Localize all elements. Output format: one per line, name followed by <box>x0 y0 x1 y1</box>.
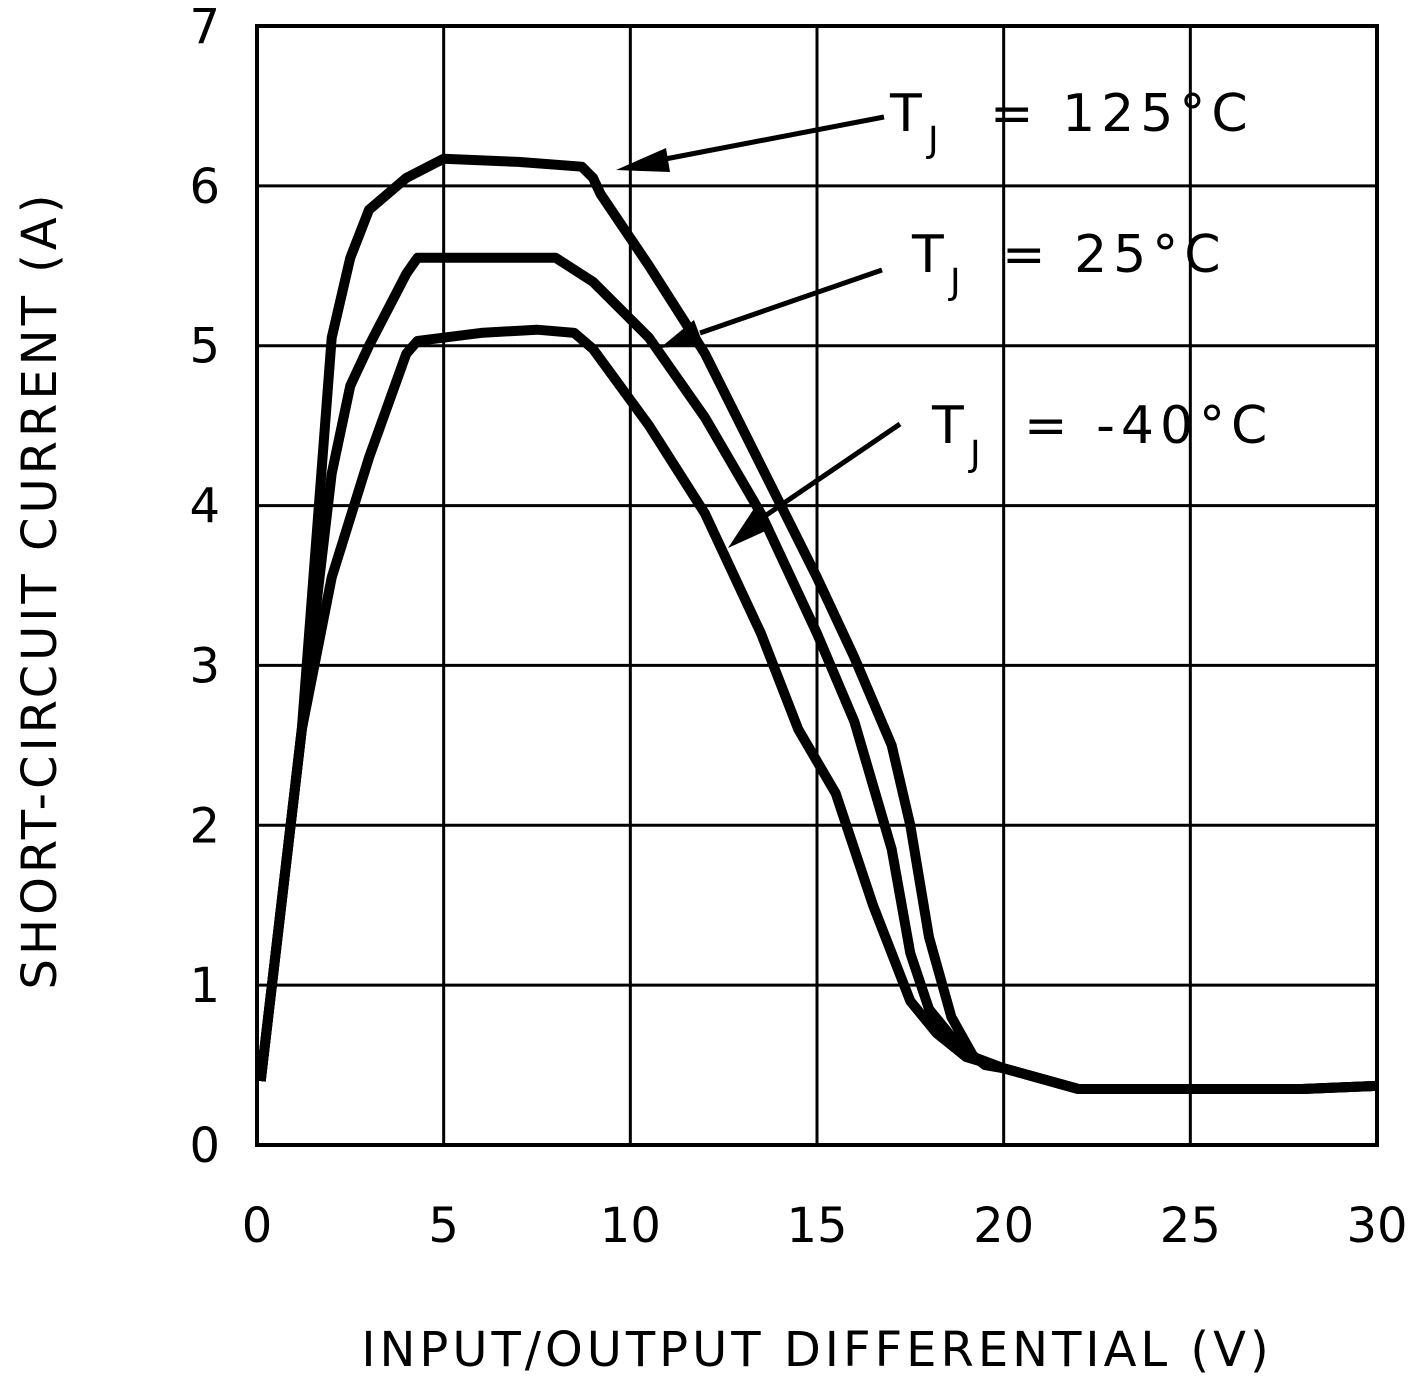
y-tick-label-7: 7 <box>189 0 220 55</box>
series-layer <box>255 153 1378 1094</box>
annotation-25c-subscript: J <box>948 262 961 303</box>
annotation-25c: T J = 25°C <box>911 225 1227 303</box>
y-tick-label-1: 1 <box>189 958 220 1014</box>
annotation-minus40c-t: T <box>931 396 970 456</box>
x-axis-label: INPUT/OUTPUT DIFFERENTIAL (V) <box>361 1322 1272 1376</box>
x-tick-label-4: 20 <box>973 1198 1034 1254</box>
plot-frame <box>255 24 1379 1147</box>
x-tick-label-1: 5 <box>428 1198 459 1254</box>
y-tick-label-4: 4 <box>189 479 220 535</box>
annotation-25c-value: = 25°C <box>1002 225 1227 285</box>
arrow-25c <box>660 267 883 348</box>
annotation-125c-value: = 125°C <box>990 84 1254 144</box>
arrow-minus40c <box>728 421 902 548</box>
x-tick-label-0: 0 <box>242 1198 273 1254</box>
y-tick-label-6: 6 <box>189 159 220 215</box>
x-tick-label-3: 15 <box>786 1198 847 1254</box>
series-line-1 <box>255 252 1378 1094</box>
arrow-125c <box>616 114 885 172</box>
y-tick-label-0: 0 <box>189 1118 220 1174</box>
annotation-minus40c: T J = -40°C <box>931 396 1273 475</box>
series-line-0 <box>255 153 1378 1094</box>
annotation-125c-t: T <box>889 84 928 144</box>
tick-labels: 0 5 10 15 20 25 30 0 1 2 3 4 5 6 7 <box>189 0 1407 1254</box>
series-line-2 <box>255 324 1378 1094</box>
y-axis-label: SHORT-CIRCUIT CURRENT (A) <box>12 191 68 990</box>
y-tick-label-3: 3 <box>189 638 220 694</box>
annotation-125c-subscript: J <box>926 120 939 161</box>
annotation-minus40c-subscript: J <box>968 434 981 475</box>
annotation-25c-t: T <box>911 225 950 285</box>
annotation-minus40c-value: = -40°C <box>1024 396 1273 456</box>
y-tick-label-5: 5 <box>189 319 220 375</box>
x-tick-label-6: 30 <box>1346 1198 1407 1254</box>
grid-layer <box>257 26 1377 1145</box>
annotation-125c: T J = 125°C <box>889 84 1254 161</box>
y-tick-label-2: 2 <box>189 798 220 854</box>
plot-border <box>255 24 1379 1147</box>
x-tick-label-5: 25 <box>1160 1198 1221 1254</box>
x-tick-label-2: 10 <box>600 1198 661 1254</box>
